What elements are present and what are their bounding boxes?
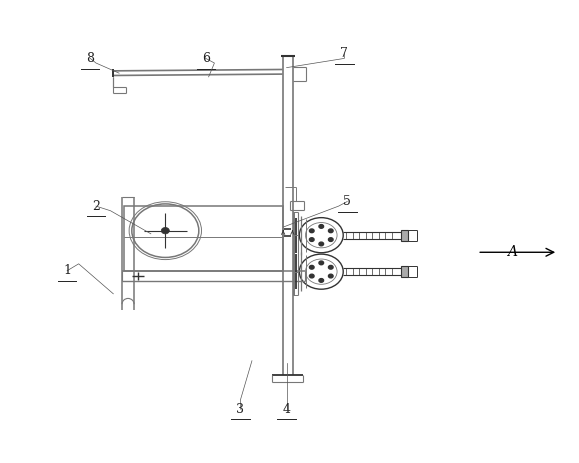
- Circle shape: [309, 238, 314, 241]
- Circle shape: [319, 242, 324, 246]
- Text: 3: 3: [236, 403, 244, 416]
- Circle shape: [309, 265, 314, 269]
- Bar: [401, 266, 408, 277]
- Text: 7: 7: [340, 47, 349, 60]
- Text: 1: 1: [63, 264, 71, 277]
- Text: 2: 2: [92, 200, 100, 213]
- Circle shape: [309, 229, 314, 232]
- Circle shape: [319, 279, 324, 282]
- Circle shape: [309, 274, 314, 278]
- Bar: [124, 206, 283, 271]
- Text: A: A: [507, 245, 517, 259]
- Text: 8: 8: [86, 52, 94, 65]
- Circle shape: [319, 225, 324, 228]
- Text: 5: 5: [343, 195, 351, 208]
- Circle shape: [162, 227, 169, 234]
- Circle shape: [328, 238, 333, 241]
- Text: 6: 6: [201, 52, 210, 65]
- Bar: [401, 230, 408, 241]
- Circle shape: [328, 229, 333, 232]
- Circle shape: [328, 265, 333, 269]
- Circle shape: [328, 274, 333, 278]
- Text: 4: 4: [283, 403, 291, 416]
- Circle shape: [319, 261, 324, 265]
